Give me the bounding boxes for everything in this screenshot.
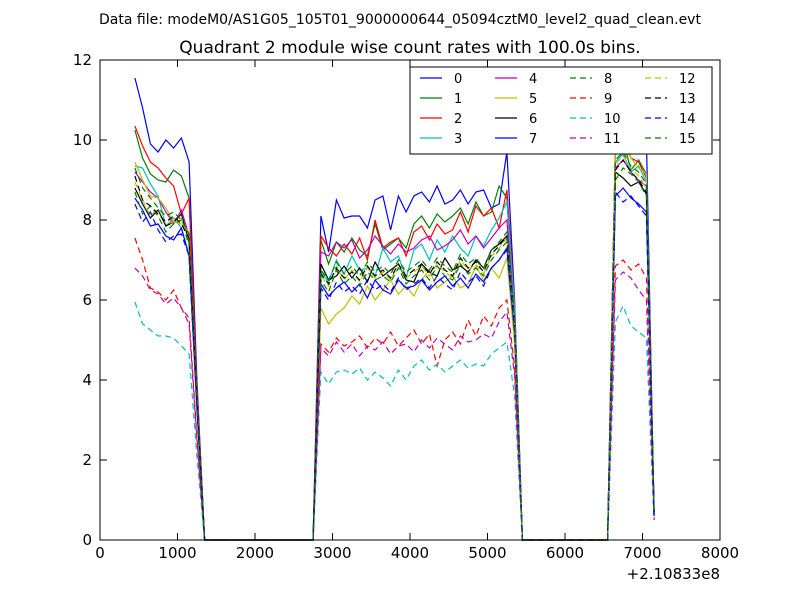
axis-ticks: 0 1000 2000 3000 4000 5000 6000 7000 80000246810… bbox=[73, 51, 739, 562]
series-line-8 bbox=[134, 167, 655, 541]
series-line-1 bbox=[134, 129, 655, 541]
y-tick-label: 0 bbox=[82, 531, 92, 549]
legend-label-4: 4 bbox=[529, 72, 537, 87]
legend-label-6: 6 bbox=[529, 112, 537, 127]
series-line-6 bbox=[134, 170, 655, 541]
legend-label-1: 1 bbox=[454, 92, 462, 107]
y-tick-label: 2 bbox=[82, 451, 92, 469]
legend-label-13: 13 bbox=[679, 92, 696, 107]
chart-suptitle: Data file: modeM0/AS1G05_105T01_90000006… bbox=[99, 12, 701, 28]
y-tick-label: 6 bbox=[82, 291, 92, 309]
series-line-5 bbox=[134, 143, 655, 541]
series-line-9 bbox=[134, 237, 655, 541]
series-line-15 bbox=[134, 151, 655, 541]
y-tick-label: 4 bbox=[82, 371, 92, 389]
x-tick-label: 1000 bbox=[158, 544, 196, 562]
legend-label-2: 2 bbox=[454, 112, 462, 127]
legend-label-0: 0 bbox=[454, 72, 462, 87]
x-tick-label: 2000 bbox=[236, 544, 274, 562]
plot-area bbox=[134, 77, 655, 541]
x-tick-label: 6000 bbox=[546, 544, 584, 562]
legend-label-12: 12 bbox=[679, 72, 696, 87]
series-line-11 bbox=[134, 267, 655, 541]
x-tick-label: 5000 bbox=[468, 544, 506, 562]
x-offset-label: +2.10833e8 bbox=[627, 565, 720, 583]
legend-label-10: 10 bbox=[604, 112, 621, 127]
x-tick-label: 4000 bbox=[391, 544, 429, 562]
y-tick-label: 8 bbox=[82, 211, 92, 229]
x-tick-label: 7000 bbox=[623, 544, 661, 562]
x-tick-label: 3000 bbox=[313, 544, 351, 562]
legend-label-3: 3 bbox=[454, 132, 462, 147]
series-line-10 bbox=[134, 301, 655, 541]
legend-label-8: 8 bbox=[604, 72, 612, 87]
x-tick-label: 0 bbox=[95, 544, 105, 562]
legend-label-14: 14 bbox=[679, 112, 696, 127]
series-line-14 bbox=[134, 190, 655, 541]
legend-label-7: 7 bbox=[529, 132, 537, 147]
y-tick-label: 12 bbox=[73, 51, 92, 69]
legend-box bbox=[409, 66, 713, 155]
chart-title: Quadrant 2 module wise count rates with … bbox=[179, 38, 640, 58]
legend-label-11: 11 bbox=[604, 132, 621, 147]
y-tick-label: 10 bbox=[73, 131, 92, 149]
series-line-2 bbox=[134, 125, 655, 541]
x-tick-label: 8000 bbox=[701, 544, 739, 562]
legend-label-5: 5 bbox=[529, 92, 537, 107]
legend-label-15: 15 bbox=[679, 132, 696, 147]
legend-label-9: 9 bbox=[604, 92, 612, 107]
